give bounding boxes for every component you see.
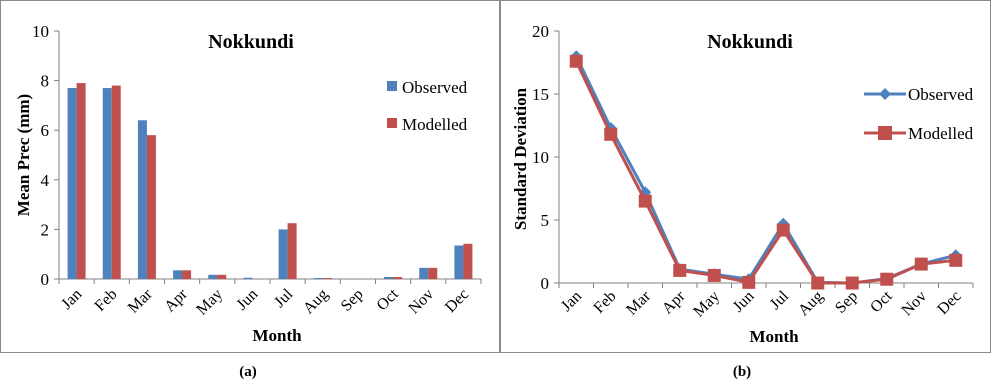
x-tick-label: Oct <box>374 285 403 314</box>
bar-modelled-jul <box>287 223 297 279</box>
x-tick-label: Nov <box>899 288 931 320</box>
bar-observed-jul <box>278 229 288 279</box>
bar-chart-svg: 0 2 4 6 8 10 Jan Feb Mar Apr May Jun Jul Aug Sep Oct Nov… <box>14 22 482 345</box>
bar-modelled-nov <box>428 267 438 279</box>
x-tick-label: Mar <box>125 285 156 316</box>
point-modelled-jan <box>569 54 583 68</box>
x-tick-label: Feb <box>591 288 620 317</box>
bar-observed-oct <box>384 277 394 279</box>
chart-panel-a: 0 2 4 6 8 10 Jan Feb Mar Apr May Jun Jul Aug Sep Oct Nov… <box>0 0 500 353</box>
x-tick-label: Nov <box>406 286 438 318</box>
bar-observed-nov <box>419 267 429 279</box>
y-axis-label: Mean Prec (mm) <box>14 94 33 216</box>
y-axis-label: Standard Deviation <box>511 87 530 230</box>
x-tick-label: Sep <box>338 286 367 315</box>
caption-b: (b) <box>732 364 752 380</box>
point-modelled-apr <box>673 263 687 277</box>
y-tick-label: 20 <box>532 22 549 41</box>
point-modelled-dec <box>949 253 963 267</box>
x-tick-label: Sep <box>832 288 861 317</box>
legend-swatch-observed <box>387 81 397 91</box>
y-tick-label: 2 <box>41 220 50 239</box>
bar-modelled-feb <box>111 85 121 279</box>
bar-modelled-dec <box>463 243 473 279</box>
legend-swatch-modelled <box>387 118 397 128</box>
point-modelled-mar <box>638 194 652 208</box>
x-tick-label: Jun <box>234 286 262 314</box>
point-modelled-jun <box>742 275 756 289</box>
legend-label-observed: Observed <box>402 78 468 97</box>
bar-modelled-jan <box>76 83 86 279</box>
x-tick-label: May <box>690 288 723 321</box>
legend-label-observed: Observed <box>908 85 974 104</box>
x-axis-label: Month <box>749 327 799 346</box>
legend-label-modelled: Modelled <box>402 115 468 134</box>
x-tick-label: Jan <box>58 286 85 313</box>
bar-modelled-may <box>217 274 227 279</box>
x-tick-label: Jan <box>558 288 585 315</box>
x-tick-label: Aug <box>795 288 827 320</box>
bar-modelled-apr <box>182 270 192 279</box>
bar-modelled-aug <box>322 278 332 279</box>
y-tick-label: 0 <box>541 274 550 293</box>
point-modelled-may <box>707 268 721 282</box>
chart-title: Nokkundi <box>707 31 793 53</box>
y-tick-label: 8 <box>41 72 50 91</box>
bar-observed-jan <box>67 88 77 279</box>
point-modelled-oct <box>880 272 894 286</box>
bar-observed-feb <box>102 88 112 279</box>
chart-title: Nokkundi <box>208 31 294 53</box>
x-tick-label: Jun <box>730 288 758 316</box>
y-tick-label: 5 <box>541 211 550 230</box>
bar-observed-may <box>208 274 218 279</box>
point-modelled-jul <box>776 223 790 237</box>
bar-observed-jun <box>243 277 253 279</box>
caption-a: (a) <box>239 364 257 380</box>
x-tick-label: Jul <box>767 287 793 313</box>
x-tick-label: Dec <box>442 286 472 316</box>
bar-modelled-mar <box>146 135 156 279</box>
bar-observed-aug <box>313 278 323 279</box>
x-tick-label: Apr <box>161 285 191 315</box>
x-tick-label: Dec <box>934 288 964 318</box>
x-tick-label: Feb <box>92 286 121 315</box>
y-tick-label: 15 <box>532 85 549 104</box>
bar-observed-apr <box>173 270 183 279</box>
x-tick-label: Aug <box>300 286 332 318</box>
point-modelled-nov <box>914 257 928 271</box>
point-modelled-aug <box>811 276 825 290</box>
chart-panel-b: 0 5 10 15 20 Jan Feb Mar Apr May Jun Jul Aug Sep Oct No… <box>500 0 991 353</box>
point-modelled-feb <box>604 127 618 141</box>
point-modelled-sep <box>845 276 859 290</box>
y-tick-label: 6 <box>41 121 50 140</box>
x-axis-label: Month <box>252 326 302 345</box>
y-tick-label: 10 <box>532 148 549 167</box>
legend-marker-observed <box>879 88 891 100</box>
y-tick-label: 10 <box>32 22 49 41</box>
bar-observed-mar <box>137 120 147 279</box>
legend-marker-modelled <box>878 126 892 140</box>
y-tick-label: 0 <box>41 270 50 289</box>
y-tick-label: 4 <box>41 171 50 190</box>
legend-label-modelled: Modelled <box>908 124 974 143</box>
x-tick-label: Jul <box>271 285 297 311</box>
x-tick-label: Mar <box>623 287 654 318</box>
x-tick-label: Apr <box>659 287 689 317</box>
x-tick-label: Oct <box>867 287 896 316</box>
x-tick-label: May <box>193 286 226 319</box>
series-line-observed <box>574 55 957 285</box>
bar-modelled-oct <box>393 277 403 279</box>
bar-observed-dec <box>454 245 464 279</box>
